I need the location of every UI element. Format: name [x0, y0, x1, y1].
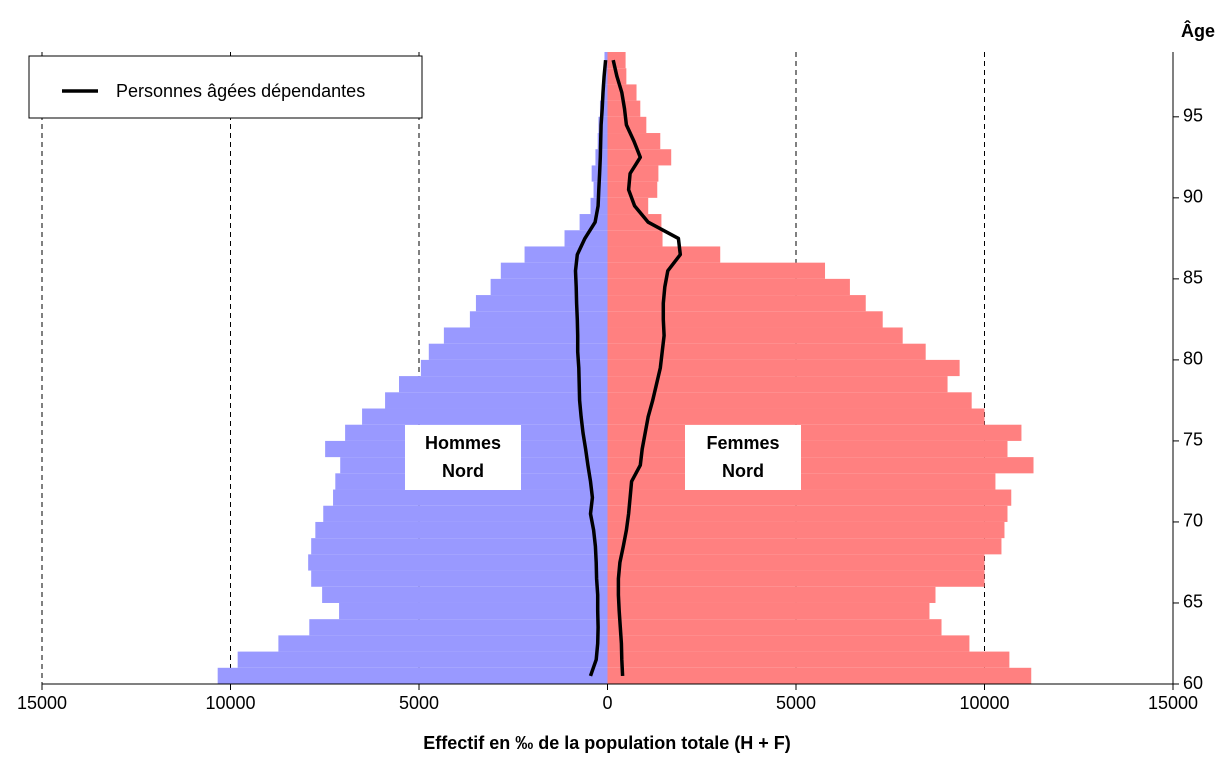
y-tick-label: 75 [1183, 430, 1203, 450]
annotation-text: Femmes [706, 433, 779, 453]
bar [420, 359, 608, 377]
axes: 15000 10000 5000 0 5000 10000 1500060657075808… [17, 52, 1203, 713]
bar [607, 376, 948, 393]
bar [607, 230, 663, 247]
bar [607, 408, 985, 425]
bar [607, 197, 649, 215]
bar [607, 52, 626, 69]
y-axis-label: Âge [1181, 20, 1215, 41]
annotation-text: Nord [722, 461, 764, 481]
bar [607, 457, 1034, 474]
bar [607, 538, 1002, 555]
x-axis-label: Effectif en ‰ de la population totale (H… [423, 733, 791, 753]
y-tick-label: 85 [1183, 268, 1203, 288]
bar [339, 602, 608, 620]
bar [607, 635, 970, 652]
bar [607, 651, 1010, 668]
bar [607, 489, 1012, 506]
bars [217, 52, 1034, 684]
bar [607, 165, 659, 182]
bar [607, 521, 1005, 539]
bar [217, 667, 608, 684]
bar [322, 586, 608, 603]
bar [607, 602, 930, 620]
legend-box [28, 55, 423, 119]
bar [607, 473, 996, 490]
bar [607, 181, 658, 198]
bar [428, 343, 608, 360]
x-tick-label: 5000 [399, 693, 439, 713]
bar [607, 214, 662, 231]
bar [607, 440, 1008, 458]
bar [607, 554, 985, 571]
bar [323, 505, 608, 522]
bar [597, 133, 608, 150]
bar [309, 619, 608, 636]
x-tick-label: 5000 [776, 693, 816, 713]
y-tick-label: 65 [1183, 592, 1203, 612]
bar [475, 295, 608, 312]
bar [607, 424, 1022, 441]
y-tick-label: 60 [1183, 673, 1203, 693]
annotation-text: Nord [442, 461, 484, 481]
dependent-line [611, 59, 683, 676]
bar [469, 311, 608, 328]
bar [607, 586, 936, 603]
annotation-box [405, 425, 521, 490]
y-tick-label: 95 [1183, 106, 1203, 126]
bar [607, 505, 1008, 522]
bar [443, 327, 608, 344]
x-tick-label: 0 [602, 693, 612, 713]
dependent-line [573, 59, 608, 677]
bar [399, 376, 608, 393]
bar [385, 392, 608, 409]
bar [278, 635, 608, 652]
bar [607, 327, 903, 344]
y-tick-label: 80 [1183, 349, 1203, 369]
bar [607, 392, 972, 409]
bar [315, 521, 608, 539]
y-tick-label: 70 [1183, 511, 1203, 531]
lines [573, 59, 683, 677]
legend-label: Personnes âgées dépendantes [116, 81, 365, 101]
annotation-text: Hommes [425, 433, 501, 453]
bar [607, 278, 850, 296]
bar [362, 408, 608, 425]
bar [524, 246, 608, 263]
annotation: Hommes Nord [405, 425, 521, 490]
x-tick-label: 15000 [17, 693, 67, 713]
x-tick-label: 15000 [1148, 693, 1198, 713]
bar [607, 262, 826, 279]
bar [333, 489, 608, 506]
x-tick-label: 10000 [205, 693, 255, 713]
bar [607, 295, 866, 312]
bar [607, 343, 926, 360]
bar [500, 262, 608, 279]
y-tick-label: 90 [1183, 187, 1203, 207]
annotation: Femmes Nord [685, 425, 801, 490]
bar [607, 667, 1032, 684]
bar [311, 570, 608, 587]
bar [607, 311, 883, 328]
x-tick-label: 10000 [959, 693, 1009, 713]
legend: Personnes âgées dépendantes [28, 55, 423, 119]
bar [607, 246, 721, 263]
bar [604, 52, 608, 69]
bar [598, 116, 608, 134]
bar [311, 538, 608, 555]
bar [237, 651, 608, 668]
bar [607, 359, 960, 377]
bar [308, 554, 608, 571]
bar [607, 619, 942, 636]
annotation-box [685, 425, 801, 490]
bar [490, 278, 608, 296]
bar [607, 570, 985, 587]
